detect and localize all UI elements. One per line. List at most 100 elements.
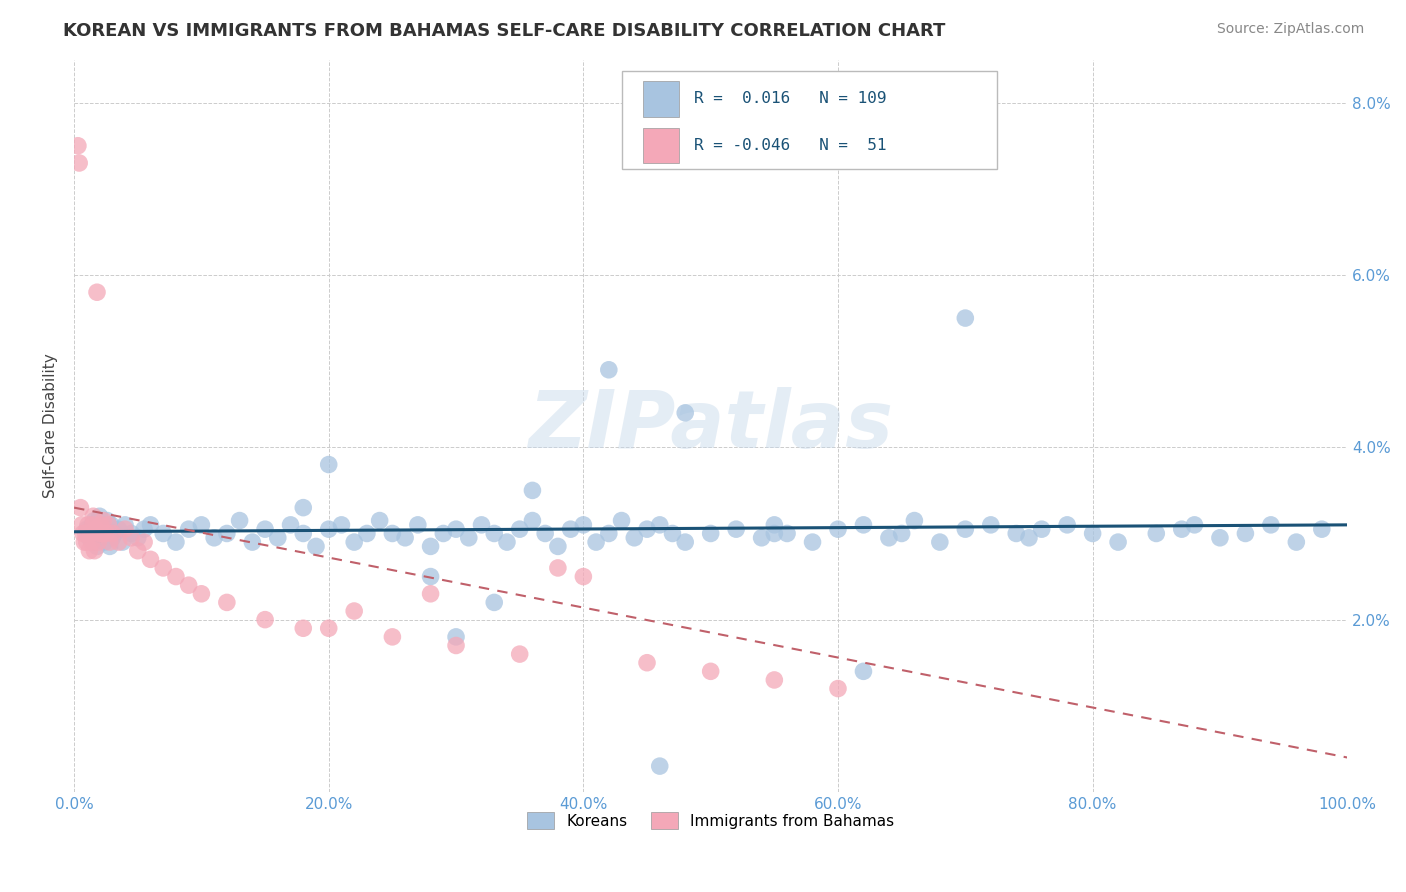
- Point: [93, 535, 115, 549]
- Point: [699, 526, 721, 541]
- Point: [484, 595, 506, 609]
- Point: [89, 526, 111, 541]
- Point: [101, 531, 124, 545]
- Point: [1234, 526, 1257, 541]
- Point: [134, 522, 156, 536]
- Point: [1171, 522, 1194, 536]
- Point: [419, 540, 441, 554]
- Point: [240, 535, 263, 549]
- Point: [90, 517, 112, 532]
- Point: [134, 535, 156, 549]
- Text: ZIPatlas: ZIPatlas: [529, 387, 893, 465]
- Point: [94, 526, 117, 541]
- Point: [572, 569, 595, 583]
- Point: [534, 526, 557, 541]
- Point: [1031, 522, 1053, 536]
- Point: [152, 561, 174, 575]
- Point: [80, 535, 103, 549]
- Point: [585, 535, 607, 549]
- Point: [83, 514, 105, 528]
- Point: [368, 514, 391, 528]
- Point: [419, 569, 441, 583]
- Point: [127, 543, 149, 558]
- Point: [101, 526, 124, 541]
- Point: [80, 517, 103, 532]
- Point: [127, 531, 149, 545]
- Point: [1005, 526, 1028, 541]
- Point: [89, 509, 111, 524]
- Y-axis label: Self-Care Disability: Self-Care Disability: [44, 353, 58, 498]
- Point: [98, 535, 121, 549]
- Point: [79, 543, 101, 558]
- Point: [114, 517, 136, 532]
- Point: [673, 535, 696, 549]
- Point: [177, 522, 200, 536]
- Point: [91, 517, 114, 532]
- Point: [852, 517, 875, 532]
- Point: [648, 759, 671, 773]
- Point: [318, 522, 340, 536]
- Point: [751, 531, 773, 545]
- Point: [66, 138, 89, 153]
- Point: [1056, 517, 1078, 532]
- Point: [381, 526, 404, 541]
- Point: [76, 535, 98, 549]
- Text: R =  0.016   N = 109: R = 0.016 N = 109: [695, 92, 887, 106]
- Point: [470, 517, 492, 532]
- Point: [522, 514, 544, 528]
- Point: [610, 514, 633, 528]
- Point: [75, 526, 97, 541]
- Point: [73, 535, 96, 549]
- Point: [648, 517, 671, 532]
- Point: [827, 681, 849, 696]
- Point: [661, 526, 683, 541]
- Point: [636, 656, 658, 670]
- Point: [69, 500, 91, 515]
- Point: [82, 509, 104, 524]
- Point: [598, 363, 620, 377]
- Point: [343, 535, 366, 549]
- Point: [1285, 535, 1308, 549]
- Point: [623, 531, 645, 545]
- Point: [484, 526, 506, 541]
- Text: R = -0.046   N =  51: R = -0.046 N = 51: [695, 138, 887, 153]
- Point: [90, 531, 112, 545]
- Point: [444, 639, 467, 653]
- Point: [980, 517, 1002, 532]
- Point: [86, 285, 108, 300]
- Legend: Koreans, Immigrants from Bahamas: Koreans, Immigrants from Bahamas: [520, 805, 901, 836]
- Point: [77, 517, 100, 532]
- Point: [1107, 535, 1129, 549]
- Point: [444, 522, 467, 536]
- Point: [406, 517, 429, 532]
- Point: [254, 522, 277, 536]
- Point: [165, 535, 187, 549]
- Point: [776, 526, 799, 541]
- Bar: [643, 81, 679, 117]
- Point: [107, 535, 129, 549]
- Point: [120, 526, 142, 541]
- Point: [547, 561, 569, 575]
- Point: [87, 535, 110, 549]
- Point: [509, 522, 531, 536]
- Point: [636, 522, 658, 536]
- Point: [1260, 517, 1282, 532]
- Point: [877, 531, 900, 545]
- Point: [457, 531, 479, 545]
- Point: [87, 522, 110, 536]
- Point: [496, 535, 519, 549]
- Point: [560, 522, 582, 536]
- Point: [267, 531, 290, 545]
- Point: [522, 483, 544, 498]
- Point: [120, 531, 142, 545]
- Point: [98, 540, 121, 554]
- Point: [67, 156, 90, 170]
- Point: [228, 514, 250, 528]
- Point: [111, 535, 134, 549]
- Point: [91, 526, 114, 541]
- Point: [280, 517, 302, 532]
- Point: [84, 526, 107, 541]
- Point: [94, 522, 117, 536]
- Point: [72, 526, 94, 541]
- Point: [763, 673, 786, 687]
